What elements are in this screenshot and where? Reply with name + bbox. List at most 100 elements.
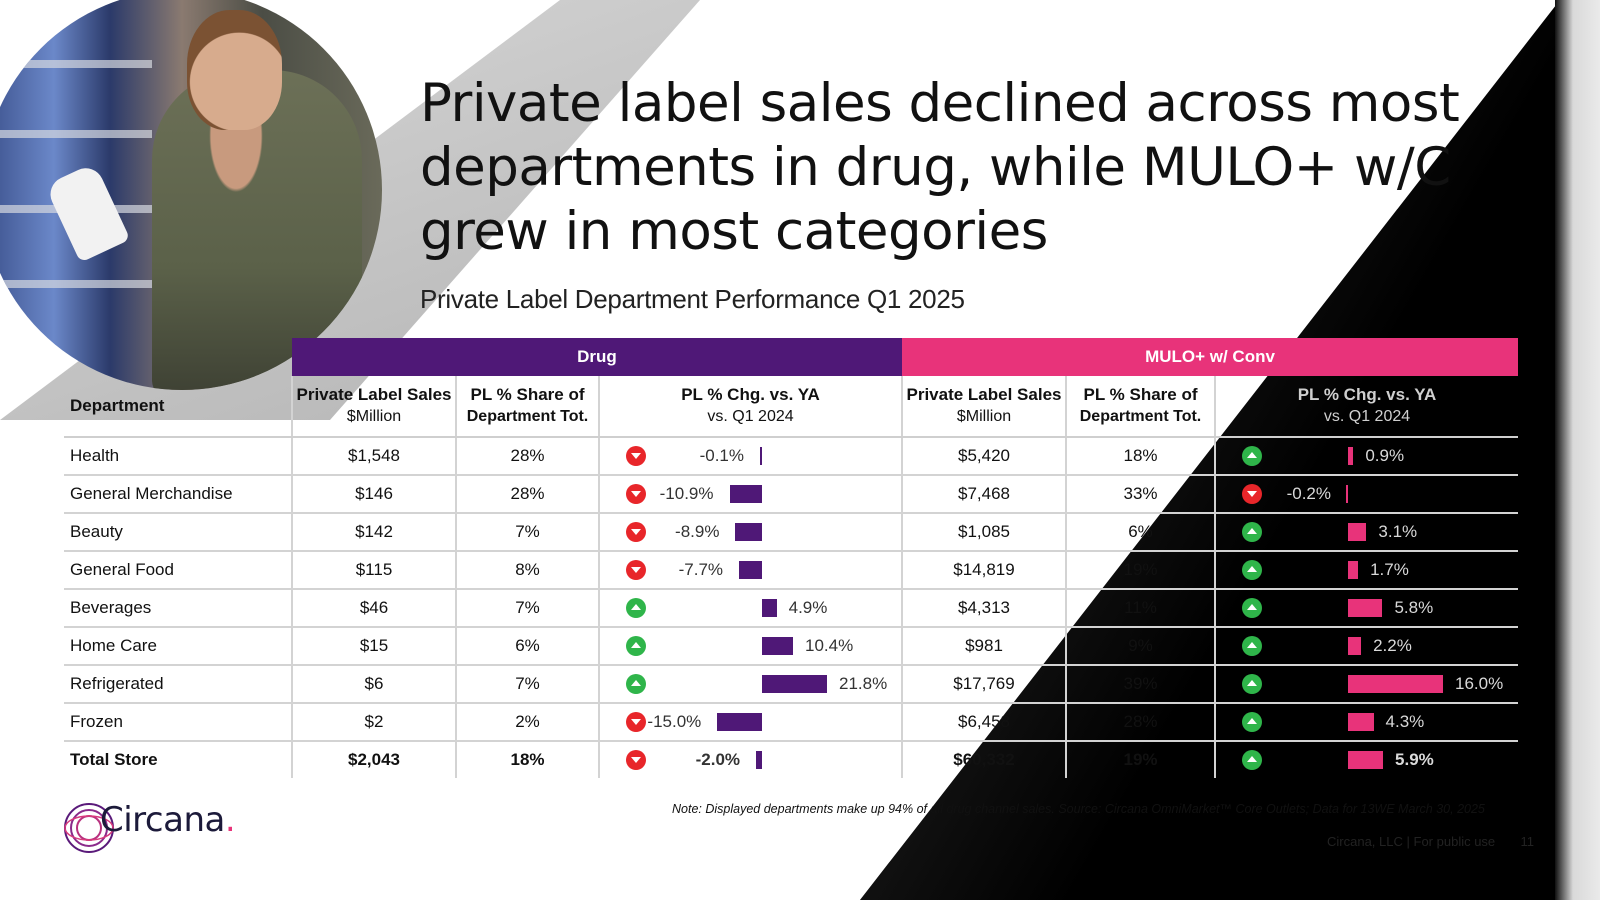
mulo-share-cell: 11% bbox=[1065, 589, 1215, 628]
mulo-share-header: PL % Share of Department Tot. bbox=[1065, 376, 1215, 438]
mulo-sales-cell: $5,420 bbox=[901, 437, 1066, 476]
mulo-chg-cell: 0.9% bbox=[1214, 437, 1518, 476]
department-cell: Home Care bbox=[64, 627, 292, 666]
page-subtitle: Private Label Department Performance Q1 … bbox=[420, 284, 965, 314]
mulo-share-cell: 19% bbox=[1065, 551, 1215, 590]
drug-sales-cell: $146 bbox=[291, 475, 456, 514]
footer-company: Circana, LLC bbox=[1327, 834, 1403, 849]
arrow-up-circle-icon bbox=[1242, 712, 1262, 732]
arrow-up-circle-icon bbox=[1242, 598, 1262, 618]
arrow-up-circle-icon bbox=[1242, 636, 1262, 656]
drug-chg-cell: -7.7% bbox=[598, 551, 902, 590]
drug-share-cell: 8% bbox=[455, 551, 599, 590]
mulo-chg-bar bbox=[1348, 713, 1374, 731]
mulo-chg-bar bbox=[1346, 485, 1348, 503]
mulo-chg-label: 3.1% bbox=[1378, 522, 1418, 541]
drug-chg-bar bbox=[762, 637, 793, 655]
circana-logo-icon bbox=[64, 803, 114, 853]
mulo-sales-cell: $6,458 bbox=[901, 703, 1066, 742]
page-number: 11 bbox=[1520, 834, 1534, 849]
mulo-chg-label: 1.7% bbox=[1370, 560, 1409, 579]
mulo-chg-header: PL % Chg. vs. YA vs. Q1 2024 bbox=[1214, 376, 1518, 438]
drug-share-cell: 2% bbox=[455, 703, 599, 742]
mulo-sales-cell: $1,085 bbox=[901, 513, 1066, 552]
arrow-down-circle-icon bbox=[1242, 484, 1262, 504]
drug-chg-bar bbox=[760, 447, 762, 465]
drug-chg-cell: -0.1% bbox=[598, 437, 902, 476]
table-row: Frozen $2 2% -15.0% $6,458 28% 4.3% bbox=[64, 703, 1518, 742]
mulo-chg-label: 5.9% bbox=[1395, 750, 1434, 769]
drug-sales-cell: $142 bbox=[291, 513, 456, 552]
drug-sales-cell: $46 bbox=[291, 589, 456, 628]
arrow-up-circle-icon bbox=[626, 598, 646, 618]
drug-chg-label: -2.0% bbox=[695, 750, 741, 769]
drug-share-cell: 28% bbox=[455, 475, 599, 514]
mulo-chg-cell: -0.2% bbox=[1214, 475, 1518, 514]
mulo-share-cell: 39% bbox=[1065, 665, 1215, 704]
department-cell: Beverages bbox=[64, 589, 292, 628]
table-row: Home Care $15 6% 10.4% $981 9% 2.2% bbox=[64, 627, 1518, 666]
drug-chg-bar bbox=[762, 675, 827, 693]
arrow-up-circle-icon bbox=[626, 674, 646, 694]
mulo-chg-bar bbox=[1348, 637, 1362, 655]
footer-separator: | bbox=[1406, 834, 1410, 849]
mulo-chg-label: 2.2% bbox=[1373, 636, 1412, 655]
mulo-share-cell: 6% bbox=[1065, 513, 1215, 552]
mulo-sales-cell: $981 bbox=[901, 627, 1066, 666]
mulo-chg-cell: 5.8% bbox=[1214, 589, 1518, 628]
drug-sales-cell: $2,043 bbox=[291, 741, 456, 778]
mulo-sales-cell: $4,313 bbox=[901, 589, 1066, 628]
arrow-down-circle-icon bbox=[626, 522, 646, 542]
circana-logo bbox=[46, 784, 266, 868]
circana-logo-text: Circana. bbox=[100, 800, 236, 840]
drug-chg-cell: 10.4% bbox=[598, 627, 902, 666]
mulo-share-cell: 18% bbox=[1065, 437, 1215, 476]
arrow-up-circle-icon bbox=[1242, 522, 1262, 542]
arrow-down-circle-icon bbox=[626, 750, 646, 770]
department-cell: General Merchandise bbox=[64, 475, 292, 514]
drug-sales-cell: $15 bbox=[291, 627, 456, 666]
footer-classification: For public use bbox=[1413, 834, 1496, 849]
department-cell: Refrigerated bbox=[64, 665, 292, 704]
drug-sales-header: Private Label Sales $Million bbox=[291, 376, 456, 438]
department-cell: Total Store bbox=[70, 750, 158, 769]
drug-chg-label: 4.9% bbox=[788, 598, 828, 617]
mulo-share-cell: 33% bbox=[1065, 475, 1215, 514]
table-row: Health $1,548 28% -0.1% $5,420 18% 0.9% bbox=[64, 437, 1518, 476]
table-row: Beverages $46 7% 4.9% $4,313 11% 5.8% bbox=[64, 589, 1518, 628]
arrow-up-circle-icon bbox=[626, 636, 646, 656]
footer: Circana, LLC | For public use 11 bbox=[1327, 834, 1534, 849]
drug-chg-label: 21.8% bbox=[839, 674, 888, 693]
mulo-share-cell: 9% bbox=[1065, 627, 1215, 666]
drug-sales-cell: $2 bbox=[291, 703, 456, 742]
drug-sales-cell: $6 bbox=[291, 665, 456, 704]
table-row: General Merchandise $146 28% -10.9% $7,468 33… bbox=[64, 475, 1518, 514]
drug-chg-cell: -8.9% bbox=[598, 513, 902, 552]
drug-share-cell: 6% bbox=[455, 627, 599, 666]
table-row: Refrigerated $6 7% 21.8% $17,769 39% 16.0% bbox=[64, 665, 1518, 704]
drug-chg-label: -7.7% bbox=[678, 560, 724, 579]
drug-chg-bar bbox=[729, 485, 762, 503]
drug-chg-bar bbox=[717, 713, 762, 731]
mulo-chg-cell: 2.2% bbox=[1214, 627, 1518, 666]
mulo-chg-bar bbox=[1348, 599, 1383, 617]
drug-chg-header: PL % Chg. vs. YA vs. Q1 2024 bbox=[598, 376, 902, 438]
mulo-share-cell: 28% bbox=[1065, 703, 1215, 742]
arrow-up-circle-icon bbox=[1242, 674, 1262, 694]
shopper-photo bbox=[0, 0, 382, 390]
department-performance-table: Drug MULO+ w/ Conv Department Private La… bbox=[64, 338, 1518, 778]
mulo-chg-bar bbox=[1348, 751, 1384, 769]
drug-share-cell: 7% bbox=[455, 589, 599, 628]
mulo-chg-label: 5.8% bbox=[1394, 598, 1434, 617]
group-header-row: Drug MULO+ w/ Conv bbox=[64, 338, 1518, 376]
mulo-chg-cell: 5.9% bbox=[1214, 741, 1518, 778]
mulo-group-header: MULO+ w/ Conv bbox=[902, 338, 1518, 376]
arrow-down-circle-icon bbox=[626, 712, 646, 732]
drug-sales-cell: $1,548 bbox=[291, 437, 456, 476]
mulo-chg-bar bbox=[1348, 447, 1354, 465]
mulo-chg-cell: 3.1% bbox=[1214, 513, 1518, 552]
drug-sales-cell: $115 bbox=[291, 551, 456, 590]
department-cell: Beauty bbox=[64, 513, 292, 552]
page-title: Private label sales declined across most… bbox=[420, 73, 1460, 262]
arrow-down-circle-icon bbox=[626, 446, 646, 466]
